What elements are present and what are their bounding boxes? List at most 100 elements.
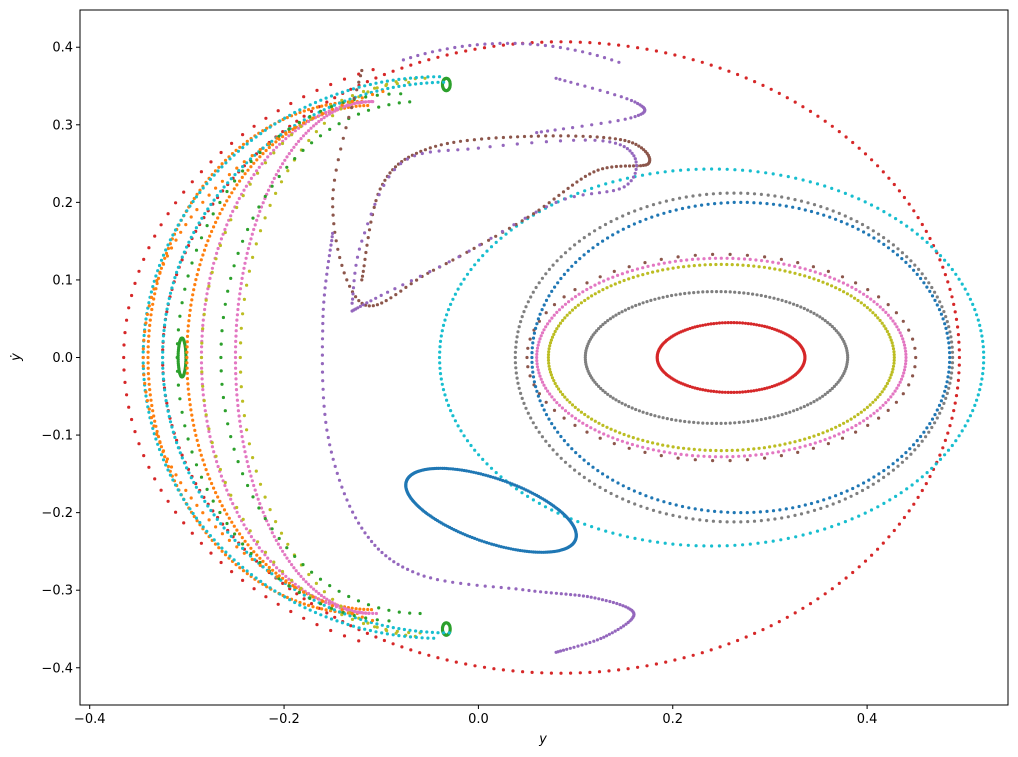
data-point [430,81,434,85]
data-point [559,592,563,596]
data-point [950,295,954,299]
data-point [315,88,319,92]
data-point [238,419,242,423]
data-point [563,395,567,399]
data-point [548,370,553,374]
data-point [560,305,565,309]
data-point [242,188,246,192]
data-point [214,257,218,261]
data-point [857,514,861,518]
data-point [201,525,205,529]
data-point [585,281,589,285]
data-point [182,521,186,525]
data-point [868,403,872,407]
data-point [321,314,325,318]
data-point [329,628,333,633]
data-point [173,276,177,280]
data-point [569,593,573,597]
data-point [771,260,775,264]
data-point [222,203,227,207]
data-point [698,518,702,522]
data-point [347,115,351,119]
data-point [661,268,665,272]
data-point [542,328,546,332]
data-point [685,453,689,457]
data-point [617,311,621,315]
data-point [980,377,984,381]
data-point [294,569,298,573]
data-point [175,342,180,346]
data-point [325,100,329,104]
data-point [551,263,555,267]
data-point [307,119,311,124]
data-point [946,336,950,340]
data-point [236,149,240,153]
data-point [220,207,224,211]
data-point [690,257,695,261]
data-point [606,277,610,281]
data-point [521,588,525,592]
data-point [644,217,648,221]
data-point [179,230,183,234]
data-point [746,419,750,424]
data-point [779,538,783,542]
data-point [397,627,401,631]
data-point [314,130,318,134]
data-point [232,187,236,191]
data-point [751,419,755,423]
data-point [258,502,262,506]
data-point [242,445,246,449]
data-point [373,543,377,548]
data-point [688,326,692,331]
data-point [651,270,655,274]
data-point [719,201,723,205]
data-point [766,193,770,197]
data-point [185,345,189,349]
x-tick-label: −0.2 [268,712,300,727]
data-point [147,329,151,333]
data-point [159,258,164,262]
data-point [366,103,370,108]
data-point [717,321,722,325]
data-point [361,269,365,273]
data-point [834,286,838,290]
data-point [952,302,956,306]
data-point [597,327,601,331]
data-point [641,410,645,414]
data-point [333,615,337,619]
data-point [902,368,907,372]
data-point [632,164,636,168]
data-point [271,143,275,147]
data-point [357,80,361,84]
data-point [601,288,605,292]
data-point [982,361,986,365]
data-point [325,114,329,118]
data-point [191,293,195,297]
data-point [546,322,550,326]
data-point [641,163,646,167]
data-point [891,392,895,396]
data-point [886,398,891,402]
data-point [605,190,609,194]
data-point [438,372,443,376]
data-point [664,199,669,203]
data-point [199,236,204,240]
data-point [530,141,534,145]
data-point [885,381,890,386]
data-point [326,259,331,264]
data-point [182,213,186,218]
data-point [617,187,621,191]
data-point [565,313,569,317]
data-point [438,366,442,370]
data-point [297,139,301,143]
data-point [603,488,608,493]
data-point [765,259,769,263]
data-point [561,190,566,194]
data-point [340,608,344,612]
data-point [786,515,790,519]
data-point [764,540,768,544]
data-point [531,498,536,502]
data-point [710,167,714,171]
data-point [220,546,224,550]
data-point [626,182,630,186]
